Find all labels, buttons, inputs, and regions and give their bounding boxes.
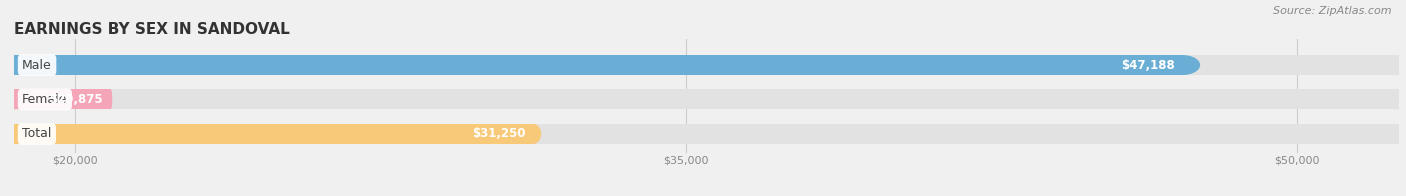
Text: Total: Total [22, 127, 52, 140]
Text: Female: Female [22, 93, 67, 106]
Text: $31,250: $31,250 [472, 127, 526, 140]
Ellipse shape [1378, 55, 1406, 75]
Bar [14, 90, 1399, 110]
Text: Source: ZipAtlas.com: Source: ZipAtlas.com [1274, 6, 1392, 16]
Text: $47,188: $47,188 [1121, 59, 1174, 72]
Ellipse shape [0, 90, 35, 110]
Ellipse shape [0, 55, 35, 75]
Bar [14, 55, 1182, 75]
Ellipse shape [13, 90, 15, 110]
Bar [14, 124, 533, 144]
Ellipse shape [6, 124, 22, 144]
Bar [14, 124, 1399, 144]
Text: $20,875: $20,875 [49, 93, 103, 106]
Bar [14, 90, 111, 110]
Ellipse shape [0, 124, 35, 144]
Ellipse shape [526, 124, 541, 144]
Ellipse shape [1378, 90, 1406, 110]
Ellipse shape [1378, 124, 1406, 144]
Text: EARNINGS BY SEX IN SANDOVAL: EARNINGS BY SEX IN SANDOVAL [14, 22, 290, 37]
Ellipse shape [0, 55, 31, 75]
Bar [14, 55, 1399, 75]
Text: Male: Male [22, 59, 52, 72]
Ellipse shape [1166, 55, 1201, 75]
Ellipse shape [110, 90, 112, 110]
